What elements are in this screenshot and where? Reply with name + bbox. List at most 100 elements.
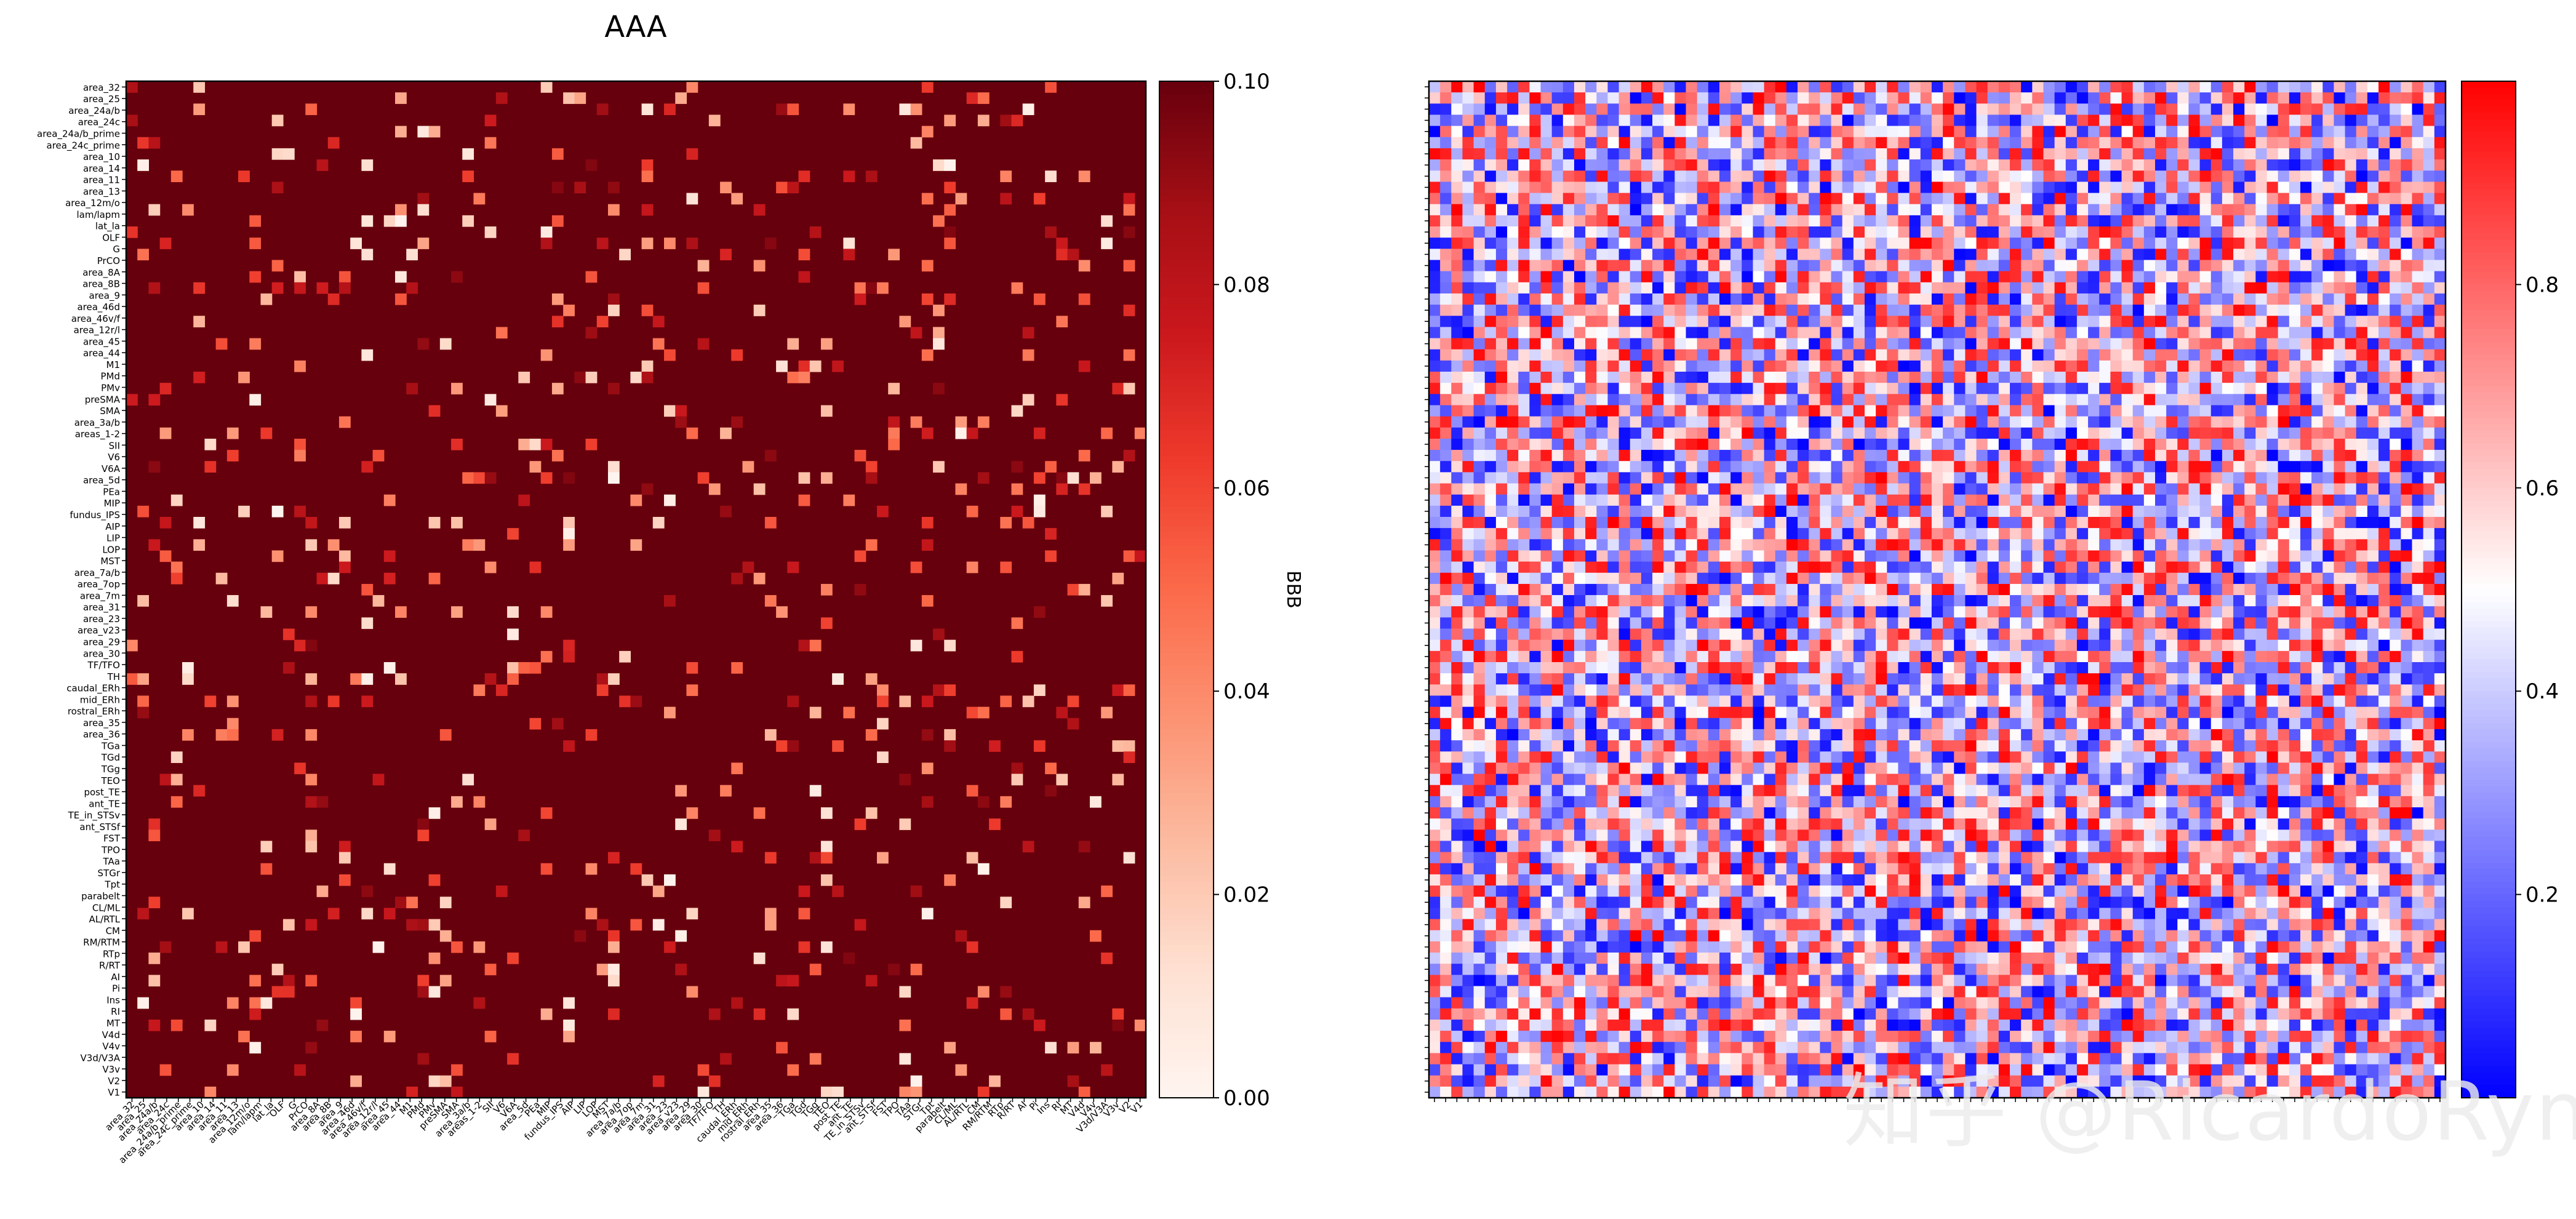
colorbar-swatch bbox=[1159, 500, 1214, 508]
heatmap-cell bbox=[1473, 360, 1486, 372]
heatmap-cell bbox=[563, 1031, 575, 1042]
heatmap-cell bbox=[1507, 472, 1519, 484]
heatmap-cell bbox=[2434, 316, 2446, 327]
heatmap-cell bbox=[137, 997, 150, 1009]
heatmap-cell bbox=[1931, 114, 1943, 127]
heatmap-cell bbox=[1585, 438, 1597, 450]
heatmap-cell bbox=[2401, 360, 2413, 372]
colorbar-swatch bbox=[1159, 386, 1214, 393]
heatmap-cell bbox=[2334, 182, 2346, 194]
heatmap-cell bbox=[1123, 383, 1135, 394]
heatmap-cell bbox=[1987, 360, 1999, 372]
heatmap-cell bbox=[1865, 517, 1876, 529]
heatmap-cell bbox=[1011, 483, 1023, 495]
heatmap-cell bbox=[1674, 505, 1687, 518]
heatmap-cell bbox=[2434, 483, 2446, 495]
heatmap-cell bbox=[1943, 159, 1954, 171]
heatmap-cell bbox=[2378, 148, 2390, 160]
heatmap-cell bbox=[1865, 182, 1876, 194]
heatmap-cell bbox=[1943, 450, 1954, 462]
heatmap-cell bbox=[1909, 182, 1921, 194]
heatmap-cell bbox=[2065, 405, 2078, 417]
y-tick-label: TH bbox=[107, 671, 120, 682]
heatmap-cell bbox=[1540, 405, 1553, 417]
heatmap-cell bbox=[2032, 483, 2044, 495]
heatmap-cell bbox=[2390, 293, 2401, 305]
heatmap-cell bbox=[2065, 103, 2078, 116]
heatmap-cell bbox=[1484, 282, 1497, 294]
heatmap-cell bbox=[1462, 427, 1474, 439]
heatmap-cell bbox=[2434, 92, 2446, 104]
heatmap-cell bbox=[305, 517, 318, 529]
heatmap-cell bbox=[2155, 238, 2167, 249]
heatmap-cell bbox=[2010, 159, 2022, 171]
heatmap-cell bbox=[1965, 405, 1977, 417]
heatmap-cell bbox=[1719, 148, 1731, 160]
heatmap-cell bbox=[1865, 349, 1876, 361]
heatmap-cell bbox=[1585, 505, 1597, 518]
heatmap-cell bbox=[1865, 305, 1876, 316]
colorbar-swatch bbox=[1159, 221, 1214, 228]
heatmap-cell bbox=[316, 572, 329, 585]
heatmap-cell bbox=[2278, 505, 2290, 518]
heatmap-cell bbox=[1775, 260, 1787, 272]
colorbar-swatch bbox=[1159, 577, 1214, 584]
heatmap-cell bbox=[1630, 92, 1642, 104]
heatmap-cell bbox=[2166, 204, 2178, 216]
heatmap-cell bbox=[148, 282, 161, 294]
heatmap-cell bbox=[1909, 193, 1921, 205]
heatmap-cell bbox=[518, 829, 530, 842]
heatmap-cell bbox=[1920, 472, 1932, 484]
heatmap-cell bbox=[2088, 182, 2100, 194]
heatmap-cell bbox=[1786, 81, 1798, 93]
heatmap-cell bbox=[2143, 193, 2156, 205]
heatmap-cell bbox=[1607, 193, 1620, 205]
colorbar-swatch bbox=[1159, 1085, 1214, 1092]
heatmap-cell bbox=[2032, 494, 2044, 506]
heatmap-cell bbox=[2177, 438, 2190, 450]
heatmap-cell bbox=[1876, 483, 1887, 495]
heatmap-cell bbox=[2334, 193, 2346, 205]
colorbar-swatch bbox=[1159, 1047, 1214, 1054]
heatmap-cell bbox=[1574, 148, 1586, 160]
y-tick-label: TEO bbox=[101, 775, 120, 786]
heatmap-cell bbox=[1507, 483, 1519, 495]
heatmap-cell bbox=[2199, 114, 2212, 127]
colorbar-swatch bbox=[1159, 513, 1214, 521]
heatmap-cell bbox=[2054, 126, 2066, 138]
heatmap-cell bbox=[2166, 316, 2178, 327]
heatmap-cell bbox=[2222, 193, 2234, 205]
heatmap-cell bbox=[2088, 349, 2100, 361]
heatmap-cell bbox=[2132, 81, 2145, 93]
heatmap-cell bbox=[1518, 360, 1530, 372]
heatmap-cell bbox=[1495, 114, 1508, 127]
heatmap-cell bbox=[1708, 204, 1720, 216]
heatmap-cell bbox=[1473, 215, 1486, 227]
heatmap-cell bbox=[2054, 349, 2066, 361]
heatmap-cell bbox=[1674, 103, 1687, 116]
heatmap-cell bbox=[2110, 327, 2122, 339]
heatmap-cell bbox=[439, 1075, 452, 1087]
heatmap-cell bbox=[2210, 170, 2223, 182]
heatmap-cell bbox=[1753, 81, 1765, 93]
heatmap-cell bbox=[1484, 159, 1497, 171]
heatmap-cell bbox=[1865, 137, 1876, 149]
heatmap-cell bbox=[1440, 193, 1452, 205]
heatmap-cell bbox=[1909, 327, 1921, 339]
heatmap-cell bbox=[1518, 137, 1530, 149]
heatmap-cell bbox=[1618, 148, 1631, 160]
heatmap-cell bbox=[305, 975, 318, 987]
heatmap-cell bbox=[1440, 305, 1452, 316]
heatmap-cell bbox=[2289, 92, 2301, 104]
heatmap-cell bbox=[518, 494, 530, 506]
heatmap-cell bbox=[2266, 137, 2279, 149]
heatmap-cell bbox=[2289, 126, 2301, 138]
heatmap-cell bbox=[1484, 204, 1497, 216]
heatmap-cell bbox=[2010, 483, 2022, 495]
heatmap-cell bbox=[1562, 215, 1575, 227]
heatmap-cell bbox=[899, 773, 911, 786]
heatmap-cell bbox=[1865, 249, 1876, 261]
heatmap-cell bbox=[2334, 215, 2346, 227]
heatmap-cell bbox=[1909, 159, 1921, 171]
heatmap-cell bbox=[2244, 472, 2256, 484]
